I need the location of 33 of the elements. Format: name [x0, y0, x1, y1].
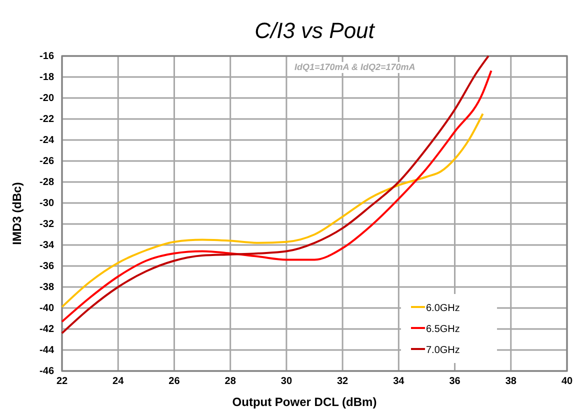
y-tick-label: -40: [40, 303, 54, 314]
legend-label: 6.0GHz: [426, 303, 460, 314]
x-axis-title: Output Power DCL (dBm): [232, 395, 377, 409]
y-tick-label: -32: [40, 219, 54, 230]
x-tick-label: 30: [280, 376, 292, 388]
x-tick-label: 28: [224, 376, 236, 388]
x-tick-label: 34: [393, 376, 405, 388]
x-tick-label: 32: [336, 376, 349, 388]
y-tick-label: -30: [40, 198, 54, 210]
y-tick-label: -34: [40, 240, 54, 252]
y-tick-label: -20: [40, 93, 54, 104]
x-tick-label: 36: [449, 376, 461, 388]
y-tick-label: -26: [40, 156, 54, 168]
y-tick-label: -16: [40, 51, 54, 62]
y-tick-label: -22: [40, 114, 54, 126]
x-tick-label: 40: [561, 376, 573, 388]
y-tick-label: -38: [40, 282, 54, 294]
chart-title: C/I3 vs Pout: [254, 18, 376, 43]
y-tick-label: -18: [40, 72, 54, 84]
y-tick-label: -24: [40, 135, 54, 146]
legend-label: 7.0GHz: [426, 345, 460, 356]
y-tick-label: -42: [40, 324, 54, 336]
y-tick-label: -28: [40, 177, 54, 188]
x-tick-label: 24: [112, 376, 124, 388]
y-axis-title: IMD3 (dBc): [10, 182, 24, 245]
x-tick-label: 22: [56, 376, 68, 388]
y-tick-label: -44: [40, 345, 54, 356]
annotation: IdQ1=170mA & IdQ2=170mA: [294, 62, 416, 72]
x-tick-label: 26: [168, 376, 180, 388]
legend-label: 6.5GHz: [426, 324, 460, 335]
y-tick-label: -46: [40, 366, 54, 378]
y-tick-label: -36: [40, 261, 54, 272]
x-tick-label: 38: [505, 376, 517, 388]
